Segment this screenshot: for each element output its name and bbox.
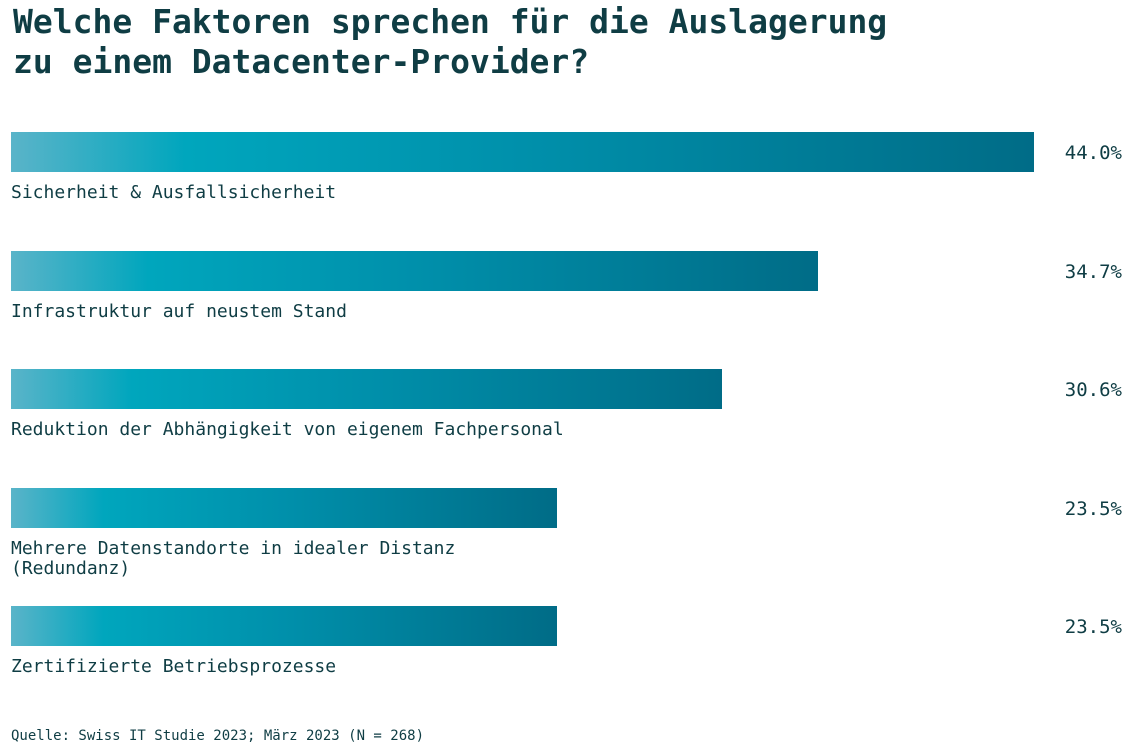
bar-category-label: Sicherheit & Ausfallsicherheit [11, 182, 337, 203]
bar-value-label: 34.7% [1064, 261, 1122, 283]
bar-category-label: Reduktion der Abhängigkeit von eigenem F… [11, 419, 564, 440]
bar [11, 488, 557, 528]
bar-category-label: Infrastruktur auf neustem Stand [11, 301, 347, 322]
bar [11, 369, 722, 409]
chart-title-line-1: Welche Faktoren sprechen für die Auslage… [13, 2, 888, 41]
bar [11, 251, 818, 291]
source-note: Quelle: Swiss IT Studie 2023; März 2023 … [11, 728, 425, 744]
bar [11, 132, 1034, 172]
chart-title: Welche Faktoren sprechen für die Auslage… [13, 2, 1013, 82]
bar [11, 606, 557, 646]
bar-value-label: 30.6% [1064, 379, 1122, 401]
bar-value-label: 23.5% [1064, 498, 1122, 520]
bar-category-label: Mehrere Datenstandorte in idealer Distan… [11, 538, 456, 579]
chart-title-line-2: zu einem Datacenter-Provider? [13, 42, 590, 81]
bar-value-label: 44.0% [1064, 142, 1122, 164]
bar-value-label: 23.5% [1064, 616, 1122, 638]
bar-category-label: Zertifizierte Betriebsprozesse [11, 656, 337, 677]
